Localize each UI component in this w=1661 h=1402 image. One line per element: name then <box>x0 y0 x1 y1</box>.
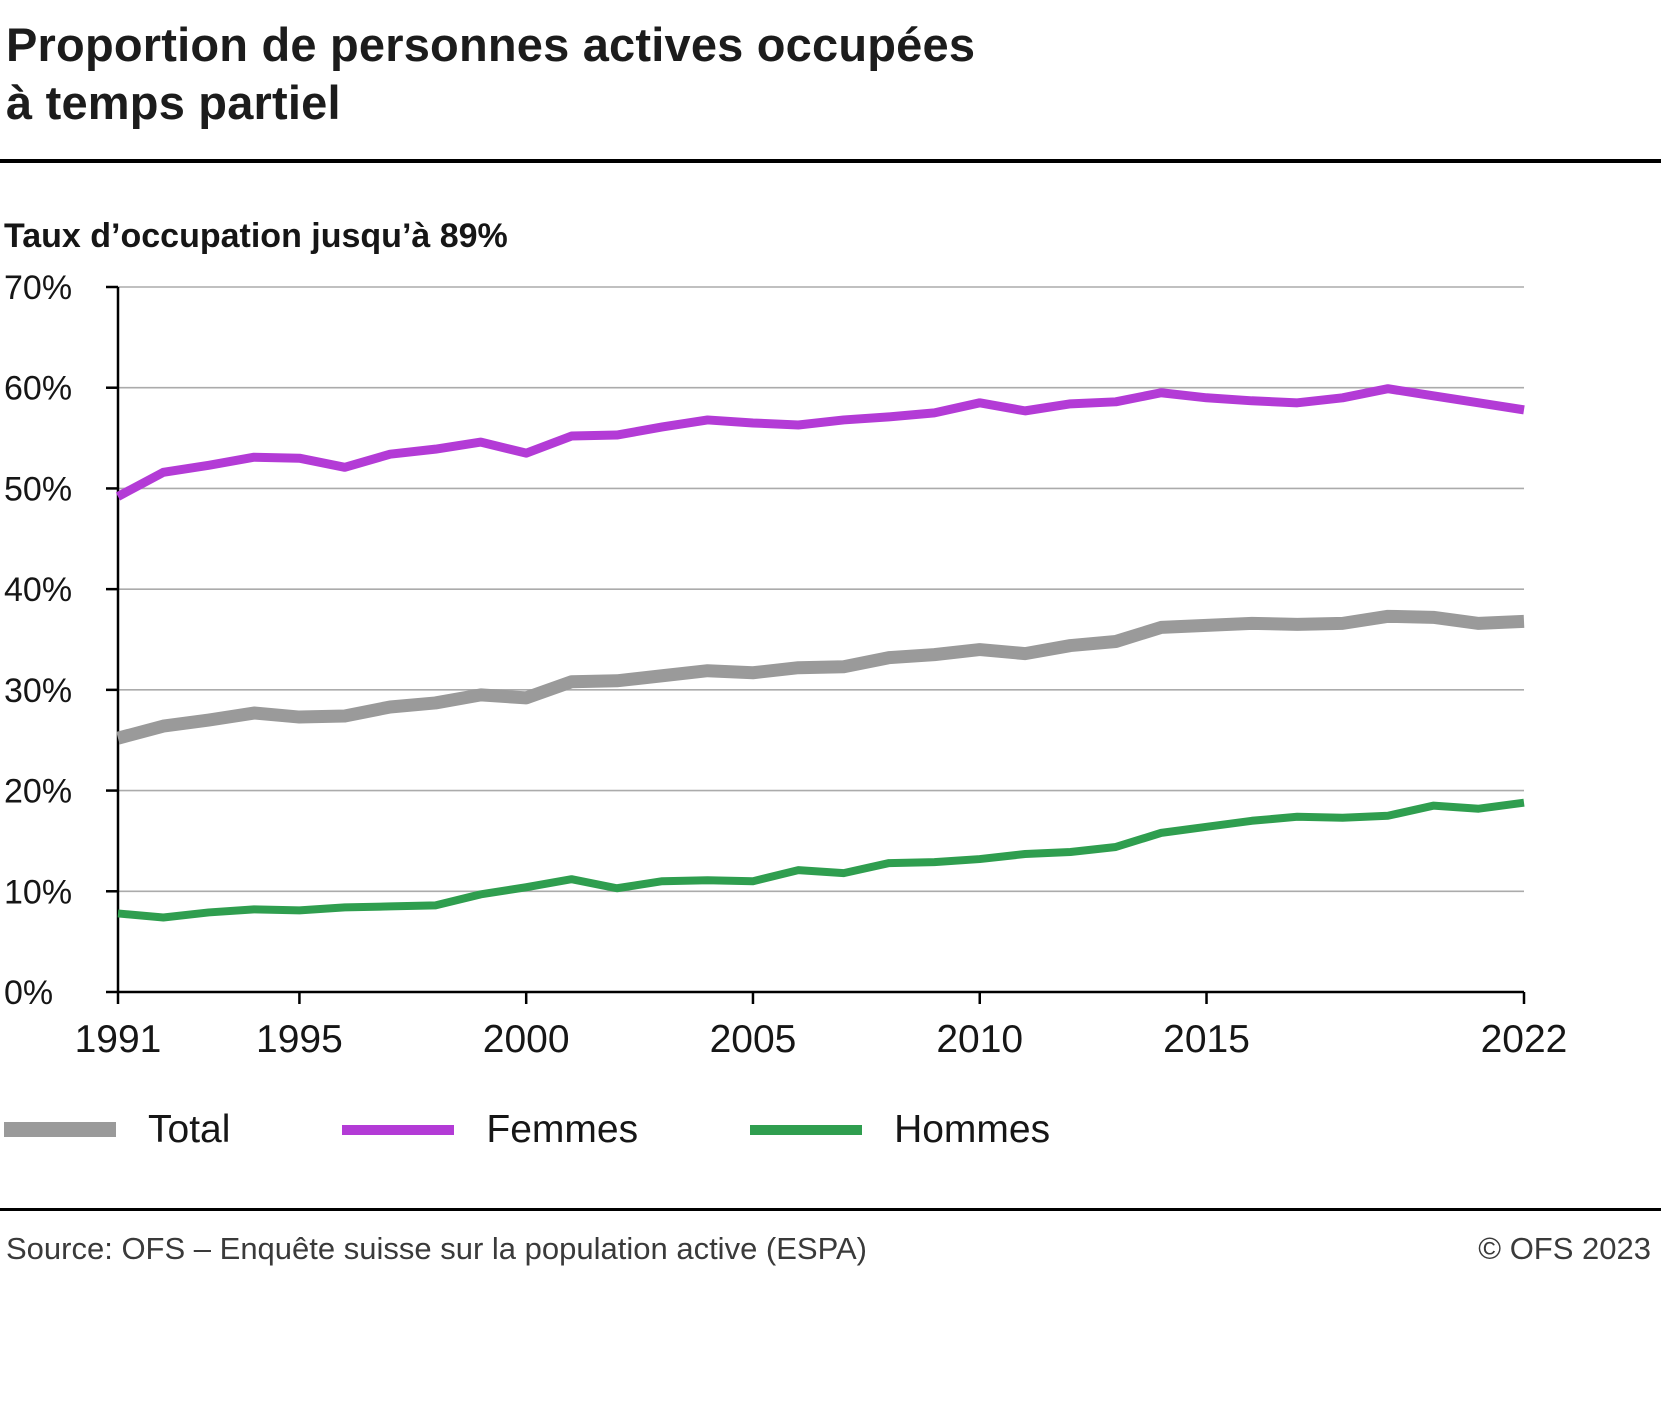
y-axis-label: 10% <box>4 873 72 911</box>
copyright-text: © OFS 2023 <box>1478 1230 1651 1266</box>
source-text: Source: OFS – Enquête suisse sur la popu… <box>6 1230 867 1266</box>
legend-item-hommes: Hommes <box>750 1108 1050 1152</box>
series-line-total <box>116 609 1525 745</box>
y-axis-label: 0% <box>4 974 53 1012</box>
series-line-femmes <box>115 383 1525 500</box>
y-axis-label: 40% <box>4 571 72 609</box>
legend-item-femmes: Femmes <box>342 1108 638 1152</box>
page-title: Proportion de personnes actives occupées… <box>6 16 1651 133</box>
x-axis-label: 1995 <box>256 1018 343 1061</box>
page-title-line2: à temps partiel <box>6 76 341 130</box>
x-axis-label: 2005 <box>710 1018 797 1061</box>
page-title-line1: Proportion de personnes actives occupées <box>6 18 976 71</box>
series-line-hommes <box>117 798 1525 922</box>
legend-swatch-femmes <box>342 1124 455 1135</box>
x-axis-label: 1991 <box>75 1018 162 1061</box>
chart-page: Proportion de personnes actives occupées… <box>0 16 1661 1402</box>
y-axis-label: 50% <box>4 470 72 508</box>
legend-item-total: Total <box>4 1108 230 1152</box>
footer-divider <box>0 1207 1661 1211</box>
legend-label-total: Total <box>148 1107 231 1151</box>
footer: Source: OFS – Enquête suisse sur la popu… <box>0 1211 1661 1267</box>
y-axis-label: 60% <box>4 369 72 407</box>
line-chart: 0% 10% 20% 30% 40% 50% 60% 70% 1991 1995 2000 2005 2… <box>4 269 1568 1061</box>
legend-label-hommes: Hommes <box>894 1107 1051 1151</box>
legend: Total Femmes Hommes <box>4 1108 1661 1152</box>
x-axis-label: 2022 <box>1481 1018 1568 1061</box>
y-axis-label: 30% <box>4 671 72 709</box>
x-axis-label: 2010 <box>936 1018 1023 1061</box>
legend-swatch-hommes <box>750 1124 863 1135</box>
legend-swatch-total <box>4 1122 116 1138</box>
title-divider <box>0 158 1661 163</box>
y-axis-label: 20% <box>4 772 72 810</box>
x-axis-label: 2015 <box>1163 1018 1250 1061</box>
y-axis-label: 70% <box>4 269 72 307</box>
legend-label-femmes: Femmes <box>486 1107 639 1151</box>
chart-subtitle: Taux d’occupation jusqu’à 89% <box>4 216 508 255</box>
x-axis-label: 2000 <box>483 1018 570 1061</box>
